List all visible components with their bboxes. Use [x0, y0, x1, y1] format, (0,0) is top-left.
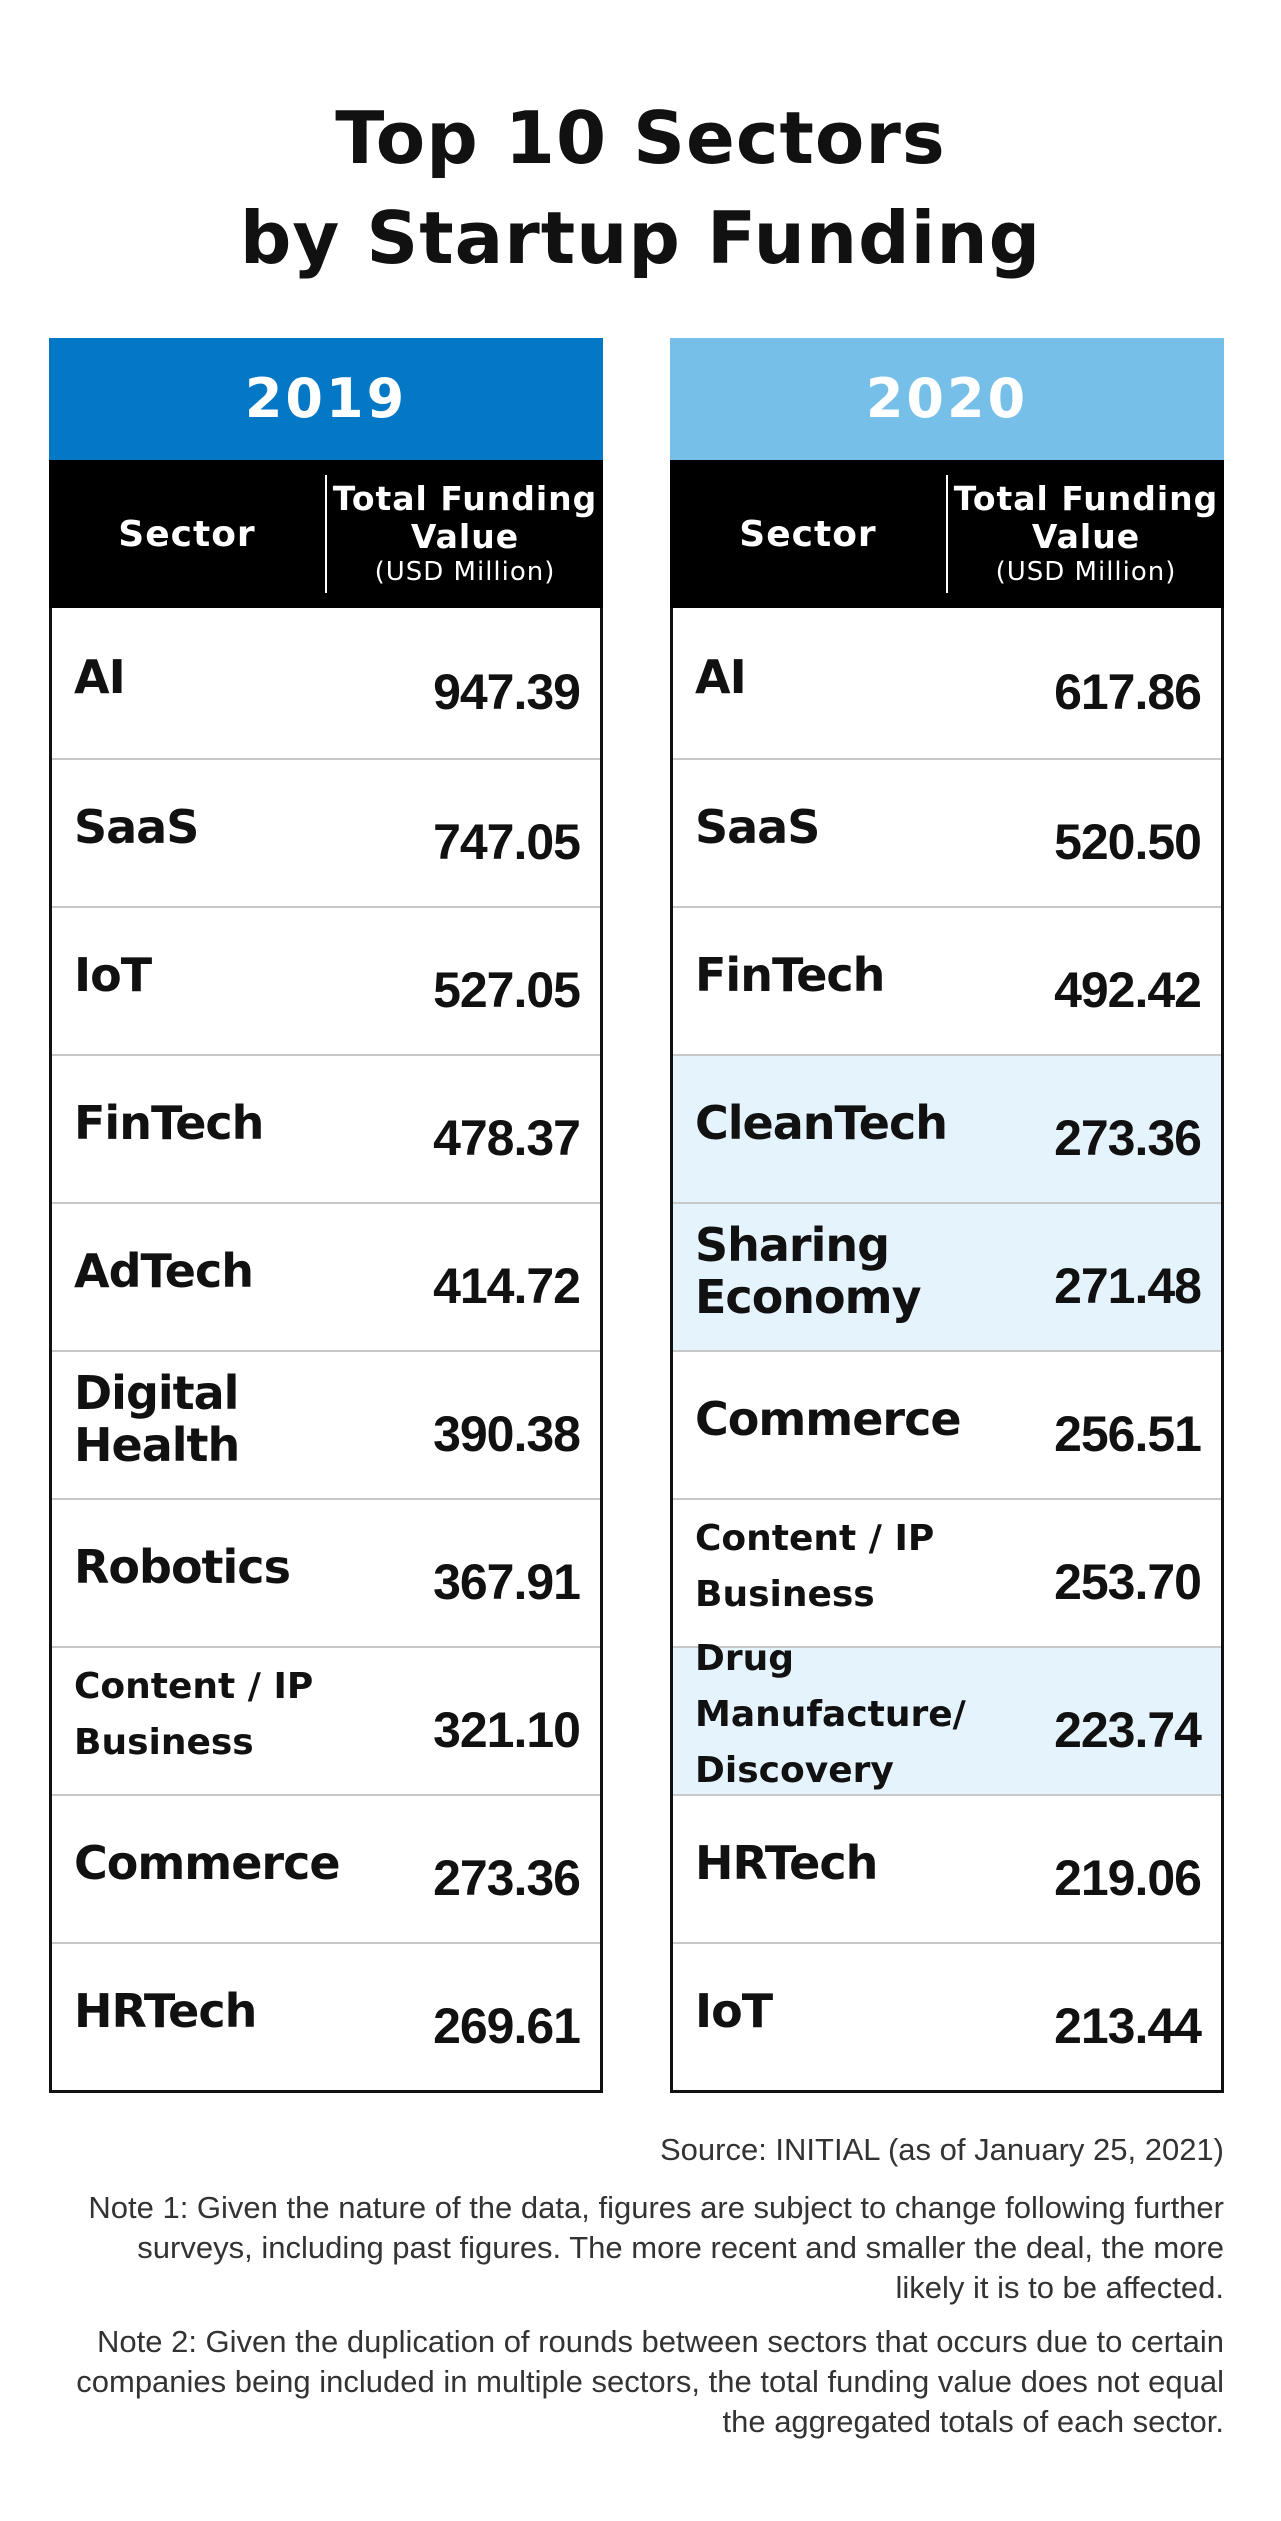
funding-value: 520.50: [1054, 814, 1202, 870]
table-row: AdTech 414.72: [52, 1202, 600, 1350]
table-row: Digital Health 390.38: [52, 1350, 600, 1498]
value-header-unit: (USD Million): [995, 557, 1177, 587]
table-row: HRTech 269.61: [52, 1942, 600, 2090]
funding-value: 367.91: [433, 1554, 581, 1610]
header-divider: [325, 475, 327, 593]
table-row: Sharing Economy 271.48: [673, 1202, 1221, 1350]
table-row: SaaS 520.50: [673, 758, 1221, 906]
column-header: Sector Total Funding Value (USD Million): [670, 460, 1224, 608]
funding-value: 492.42: [1054, 962, 1202, 1018]
funding-value: 269.61: [433, 1998, 581, 2054]
table-row: FinTech 492.42: [673, 906, 1221, 1054]
sector-name: FinTech: [74, 1096, 264, 1150]
table-rows-2020: AI 617.86 SaaS 520.50 FinTech 492.42 CleanTech…: [670, 608, 1224, 2093]
funding-value: 253.70: [1054, 1554, 1202, 1610]
table-rows-2019: AI 947.39 SaaS 747.05 IoT 527.05 FinTech 478.37…: [49, 608, 603, 2093]
table-row: Content / IP Business 253.70: [673, 1498, 1221, 1646]
value-header-unit: (USD Million): [374, 557, 556, 587]
funding-value: 617.86: [1054, 664, 1202, 720]
sector-name: AI: [74, 650, 126, 704]
sector-column-header: Sector: [118, 513, 256, 555]
table-row: CleanTech 273.36: [673, 1054, 1221, 1202]
sector-name: Content / IP Business: [74, 1666, 314, 1763]
sector-name: AI: [695, 650, 747, 704]
value-header-line-1: Total Funding: [332, 479, 598, 518]
funding-value: 414.72: [433, 1258, 581, 1314]
value-column-header: Total Funding Value (USD Million): [948, 480, 1224, 588]
sector-name: Commerce: [74, 1836, 341, 1890]
sector-name: FinTech: [695, 948, 885, 1002]
funding-value: 321.10: [433, 1702, 581, 1758]
table-row: FinTech 478.37: [52, 1054, 600, 1202]
funding-value: 273.36: [1054, 1110, 1202, 1166]
sector-name: Content / IP Business: [695, 1518, 935, 1615]
year-header-2020: 2020: [670, 338, 1224, 460]
funding-value: 223.74: [1054, 1702, 1202, 1758]
value-header-line-2: Value: [1031, 517, 1141, 556]
source-note: Source: INITIAL (as of January 25, 2021): [659, 2132, 1224, 2167]
sector-name: Robotics: [74, 1540, 291, 1594]
note-1: Note 1: Given the nature of the data, fi…: [88, 2190, 1224, 2305]
title-line-2: by Startup Funding: [239, 196, 1042, 280]
value-header-line-1: Total Funding: [953, 479, 1219, 518]
notes: Source: INITIAL (as of January 25, 2021)…: [64, 2130, 1224, 2442]
sector-name: Sharing Economy: [695, 1218, 922, 1324]
title-line-1: Top 10 Sectors: [335, 96, 946, 180]
sector-name: AdTech: [74, 1244, 254, 1298]
table-row: Commerce 273.36: [52, 1794, 600, 1942]
sector-column-header: Sector: [739, 513, 877, 555]
funding-value: 271.48: [1054, 1258, 1202, 1314]
sector-name: IoT: [695, 1984, 773, 2038]
table-row: SaaS 747.05: [52, 758, 600, 906]
year-header-2019: 2019: [49, 338, 603, 460]
table-row: Content / IP Business 321.10: [52, 1646, 600, 1794]
table-2019: 2019 Sector Total Funding Value (USD Mil…: [49, 338, 603, 2093]
sector-name: Digital Health: [74, 1366, 240, 1472]
table-row: Commerce 256.51: [673, 1350, 1221, 1498]
funding-value: 947.39: [433, 664, 581, 720]
funding-value: 213.44: [1054, 1998, 1202, 2054]
table-row: Robotics 367.91: [52, 1498, 600, 1646]
sector-name: SaaS: [74, 800, 199, 854]
funding-value: 273.36: [433, 1850, 581, 1906]
table-row: Drug Manufacture/ Discovery 223.74: [673, 1638, 1221, 1794]
funding-value: 478.37: [433, 1110, 581, 1166]
table-row: AI 947.39: [52, 608, 600, 758]
sector-name: HRTech: [74, 1984, 257, 2038]
note-2: Note 2: Given the duplication of rounds …: [76, 2324, 1224, 2439]
table-row: IoT 527.05: [52, 906, 600, 1054]
sector-name: SaaS: [695, 800, 820, 854]
funding-value: 256.51: [1054, 1406, 1202, 1462]
table-row: AI 617.86: [673, 608, 1221, 758]
header-divider: [946, 475, 948, 593]
value-header-line-2: Value: [410, 517, 520, 556]
sector-name: IoT: [74, 948, 152, 1002]
funding-value: 219.06: [1054, 1850, 1202, 1906]
table-row: IoT 213.44: [673, 1942, 1221, 2090]
funding-value: 747.05: [433, 814, 581, 870]
column-header: Sector Total Funding Value (USD Million): [49, 460, 603, 608]
page-title: Top 10 Sectors by Startup Funding: [0, 88, 1281, 288]
table-2020: 2020 Sector Total Funding Value (USD Mil…: [670, 338, 1224, 2093]
funding-value: 527.05: [433, 962, 581, 1018]
sector-name: HRTech: [695, 1836, 878, 1890]
value-column-header: Total Funding Value (USD Million): [327, 480, 603, 588]
table-row: HRTech 219.06: [673, 1794, 1221, 1942]
sector-name: CleanTech: [695, 1096, 948, 1150]
sector-name: Commerce: [695, 1392, 962, 1446]
funding-value: 390.38: [433, 1406, 581, 1462]
sector-name: Drug Manufacture/ Discovery: [695, 1638, 966, 1791]
